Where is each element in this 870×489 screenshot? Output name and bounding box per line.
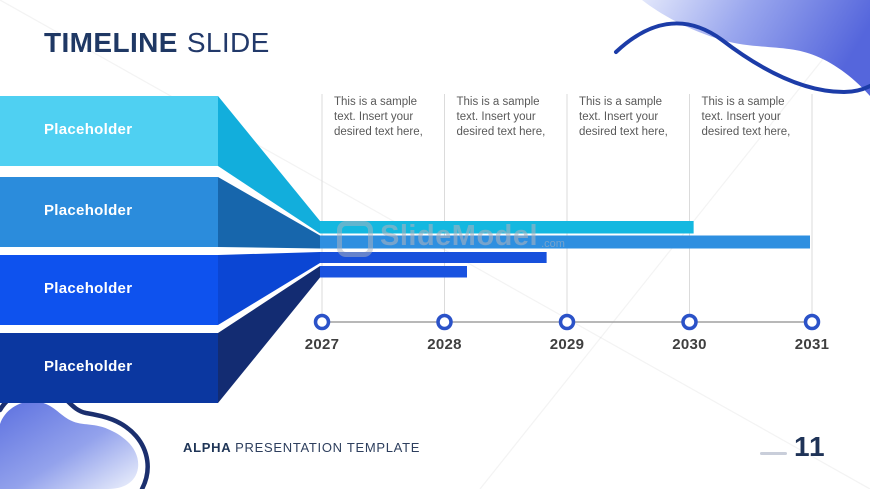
year-marker <box>681 313 698 331</box>
footer-brand: ALPHA PRESENTATION TEMPLATE <box>183 440 420 455</box>
page-title: TIMELINE SLIDE <box>44 27 270 59</box>
timeline-bars <box>320 221 810 278</box>
footer-brand-rest: PRESENTATION TEMPLATE <box>235 440 421 455</box>
year-marker <box>436 313 453 331</box>
timeline-bar-3 <box>320 252 547 263</box>
funnel-wedge-1 <box>218 96 320 234</box>
timeline-bar-1 <box>320 221 694 234</box>
year-label: 2029 <box>549 336 585 353</box>
timeline-bar-2 <box>320 235 810 249</box>
year-label: 2027 <box>304 336 340 353</box>
page-number: 11 <box>794 431 826 462</box>
footer-brand-name: ALPHA <box>183 440 232 455</box>
decor-top-right-wave-line <box>614 21 870 95</box>
page-title-secondary: SLIDE <box>186 27 270 58</box>
decor-top-right-blob <box>642 0 870 96</box>
year-marker <box>313 313 331 331</box>
year-marker <box>558 313 576 331</box>
note-text: This is a sample text. Insert your desir… <box>701 96 791 139</box>
stage-bar-3 <box>0 255 218 325</box>
funnel-wedge-4 <box>218 266 320 403</box>
page-number-dash <box>760 452 787 455</box>
decor-bottom-left-blob <box>0 401 139 489</box>
stage-bar-1 <box>0 96 218 166</box>
stage-label-4: Placeholder <box>44 358 133 375</box>
year-label: 2028 <box>427 336 462 353</box>
funnel-wedge-3 <box>218 252 320 325</box>
year-label: 2030 <box>672 336 707 353</box>
stage-label-2: Placeholder <box>44 202 133 219</box>
note-text: This is a sample text. Insert your desir… <box>579 96 668 139</box>
note-text: This is a sample text. Insert your desir… <box>456 96 546 139</box>
year-label: 2031 <box>794 336 830 353</box>
stage-label-3: Placeholder <box>44 280 133 297</box>
page-title-primary: TIMELINE <box>44 27 178 58</box>
stage-label-1: Placeholder <box>44 121 133 138</box>
year-marker <box>803 313 821 331</box>
timeline-markers <box>313 313 821 331</box>
note-text: This is a sample text. Insert your desir… <box>334 96 423 139</box>
timeline-bar-4 <box>320 266 467 278</box>
funnel-wedge-2 <box>218 177 320 249</box>
stage-bar-2 <box>0 177 218 247</box>
stage-bar-4 <box>0 333 218 403</box>
timeline-gridlines <box>321 94 813 322</box>
